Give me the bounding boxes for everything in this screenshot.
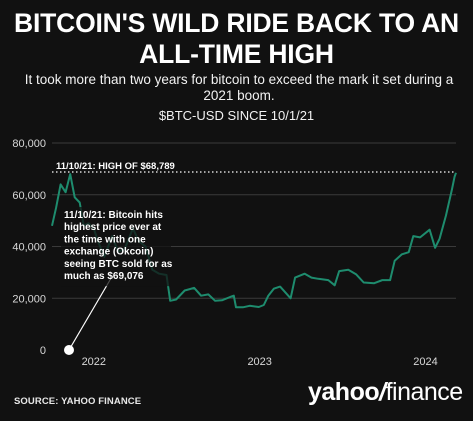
chart-subtitle: It took more than two years for bitcoin … (24, 72, 454, 103)
logo-yahoo: yahoo (308, 378, 380, 406)
logo-finance: finance (385, 378, 464, 406)
annotation-backdrop (61, 207, 171, 287)
all-time-high-label: 11/10/21: HIGH OF $68,789 (56, 161, 175, 172)
annotation-text-line: the time with one (64, 234, 146, 245)
x-tick-label: 2024 (413, 356, 437, 368)
y-tick-label: 20,000 (12, 293, 46, 305)
annotation-text-line: 11/10/21: Bitcoin hits (64, 210, 163, 221)
y-tick-label: 40,000 (12, 242, 46, 254)
annotation-pointer (68, 279, 111, 351)
y-tick-label: 80,000 (12, 138, 46, 150)
y-tick-label: 60,000 (12, 190, 46, 202)
chart-title-line-2: ALL-TIME HIGH (139, 39, 334, 69)
annotation-text-line: seeing BTC sold for as (64, 259, 173, 270)
x-tick-label: 2023 (247, 356, 271, 368)
chart-title-line-1: BITCOIN'S WILD RIDE BACK TO AN (14, 8, 459, 38)
annotation-text-line: much as $69,076 (64, 271, 144, 282)
annotation-text-line: highest price ever at (64, 222, 162, 233)
series-label: $BTC-USD SINCE 10/1/21 (158, 108, 315, 123)
logo-slash: / (379, 378, 386, 406)
chart-title: BITCOIN'S WILD RIDE BACK TO AN ALL-TIME … (0, 8, 473, 70)
x-tick-label: 2022 (82, 356, 106, 368)
y-tick-label: 0 (40, 345, 46, 357)
annotation-dot (64, 345, 74, 355)
annotation-text-line: exchange (Okcoin) (64, 247, 153, 258)
yahoo-finance-logo: yahoo/finance (308, 378, 463, 407)
source-note: SOURCE: YAHOO FINANCE (14, 396, 142, 407)
